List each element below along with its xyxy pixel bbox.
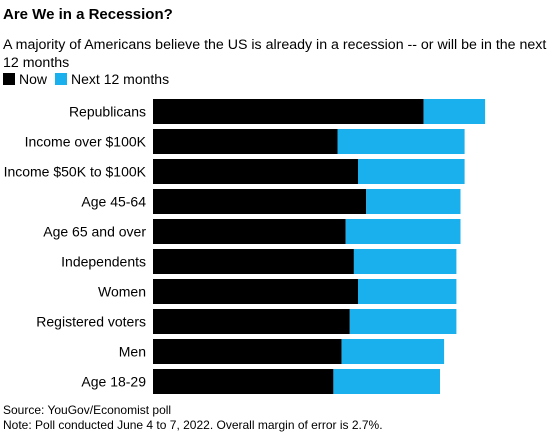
chart-subtitle: A majority of Americans believe the US i… (3, 37, 547, 71)
method-note: Note: Poll conducted June 4 to 7, 2022. … (3, 418, 383, 432)
bar-now-women (153, 279, 358, 304)
bar-next-12-months-income-50k-to-100k (358, 159, 465, 184)
category-label: Age 45-64 (81, 194, 146, 210)
bar-next-12-months-income-over-100k (337, 129, 465, 154)
bar-row-income-50k-to-100k: Income $50K to $100K (4, 159, 465, 184)
chart-footer: Source: YouGov/Economist poll Note: Poll… (3, 403, 383, 433)
category-label: Republicans (69, 104, 146, 120)
category-label: Income $50K to $100K (4, 164, 147, 180)
bar-now-republicans (153, 99, 424, 124)
legend: Now Next 12 months (3, 71, 177, 87)
legend-label-next-12-months: Next 12 months (71, 71, 170, 87)
bar-row-age-45-64: Age 45-64 (81, 189, 461, 214)
source-note: Source: YouGov/Economist poll (3, 403, 172, 417)
bar-row-women: Women (98, 279, 457, 304)
bar-row-income-over-100k: Income over $100K (25, 129, 465, 154)
bar-now-age-65-and-over (153, 219, 346, 244)
bar-now-age-18-29 (153, 369, 334, 394)
category-label: Registered voters (36, 314, 146, 330)
bar-row-age-65-and-over: Age 65 and over (43, 219, 461, 244)
bar-now-income-over-100k (153, 129, 338, 154)
legend-swatch-next-12-months (55, 73, 68, 85)
legend-item-now: Now (3, 71, 47, 87)
legend-label-now: Now (19, 71, 48, 87)
bar-row-age-18-29: Age 18-29 (81, 369, 440, 394)
bar-row-registered-voters: Registered voters (36, 309, 457, 334)
bar-now-registered-voters (153, 309, 350, 334)
category-label: Independents (61, 254, 146, 270)
bar-next-12-months-independents (353, 249, 457, 274)
category-label: Men (119, 344, 146, 360)
bar-now-independents (153, 249, 354, 274)
bar-next-12-months-age-45-64 (366, 189, 461, 214)
category-label: Women (98, 284, 146, 300)
bar-next-12-months-age-18-29 (333, 369, 440, 394)
bar-now-men (153, 339, 342, 364)
bar-row-republicans: Republicans (69, 99, 486, 124)
stacked-bar-chart: Republicans Income over $100K Income $50K … (4, 99, 486, 394)
bar-next-12-months-republicans (423, 99, 486, 124)
bar-now-income-50k-to-100k (153, 159, 358, 184)
legend-item-next-12-months: Next 12 months (55, 71, 169, 87)
category-label: Age 18-29 (81, 374, 146, 390)
category-label: Income over $100K (25, 134, 147, 150)
bar-next-12-months-men (341, 339, 445, 364)
bar-next-12-months-women (358, 279, 457, 304)
bar-next-12-months-registered-voters (349, 309, 457, 334)
bar-now-age-45-64 (153, 189, 367, 214)
chart-title: Are We in a Recession? (3, 6, 173, 23)
category-label: Age 65 and over (43, 224, 146, 240)
bar-next-12-months-age-65-and-over (345, 219, 461, 244)
legend-swatch-now (3, 73, 15, 85)
bar-row-independents: Independents (61, 249, 457, 274)
bar-row-men: Men (119, 339, 445, 364)
